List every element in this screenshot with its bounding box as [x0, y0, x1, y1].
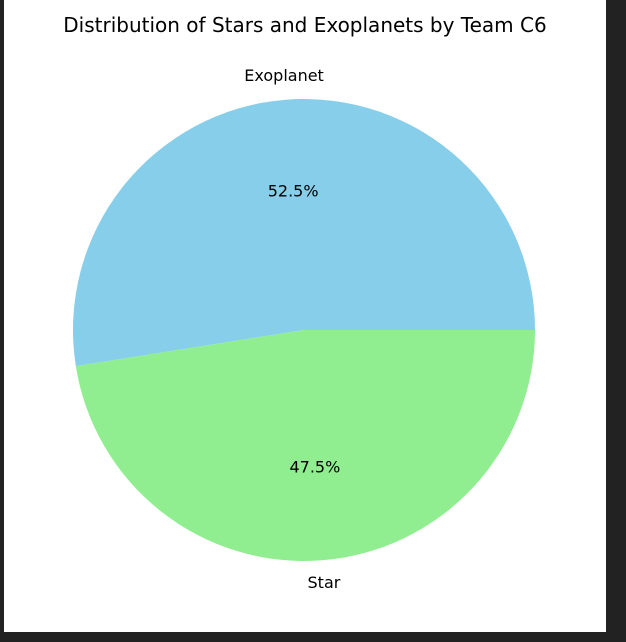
- chart-figure: Distribution of Stars and Exoplanets by …: [4, 0, 606, 632]
- chart-title: Distribution of Stars and Exoplanets by …: [63, 13, 546, 37]
- pie-slices: [73, 98, 535, 561]
- percent-label-exoplanet: 52.5%: [268, 181, 319, 200]
- pie-slice-star: [75, 330, 535, 561]
- pie-labels: Exoplanet 52.5% Star 47.5%: [244, 66, 340, 592]
- pie-chart: Distribution of Stars and Exoplanets by …: [63, 13, 546, 592]
- slice-label-exoplanet: Exoplanet: [244, 66, 324, 85]
- percent-label-star: 47.5%: [289, 458, 340, 477]
- slice-label-star: Star: [308, 573, 341, 592]
- pie-slice-exoplanet: [73, 98, 535, 367]
